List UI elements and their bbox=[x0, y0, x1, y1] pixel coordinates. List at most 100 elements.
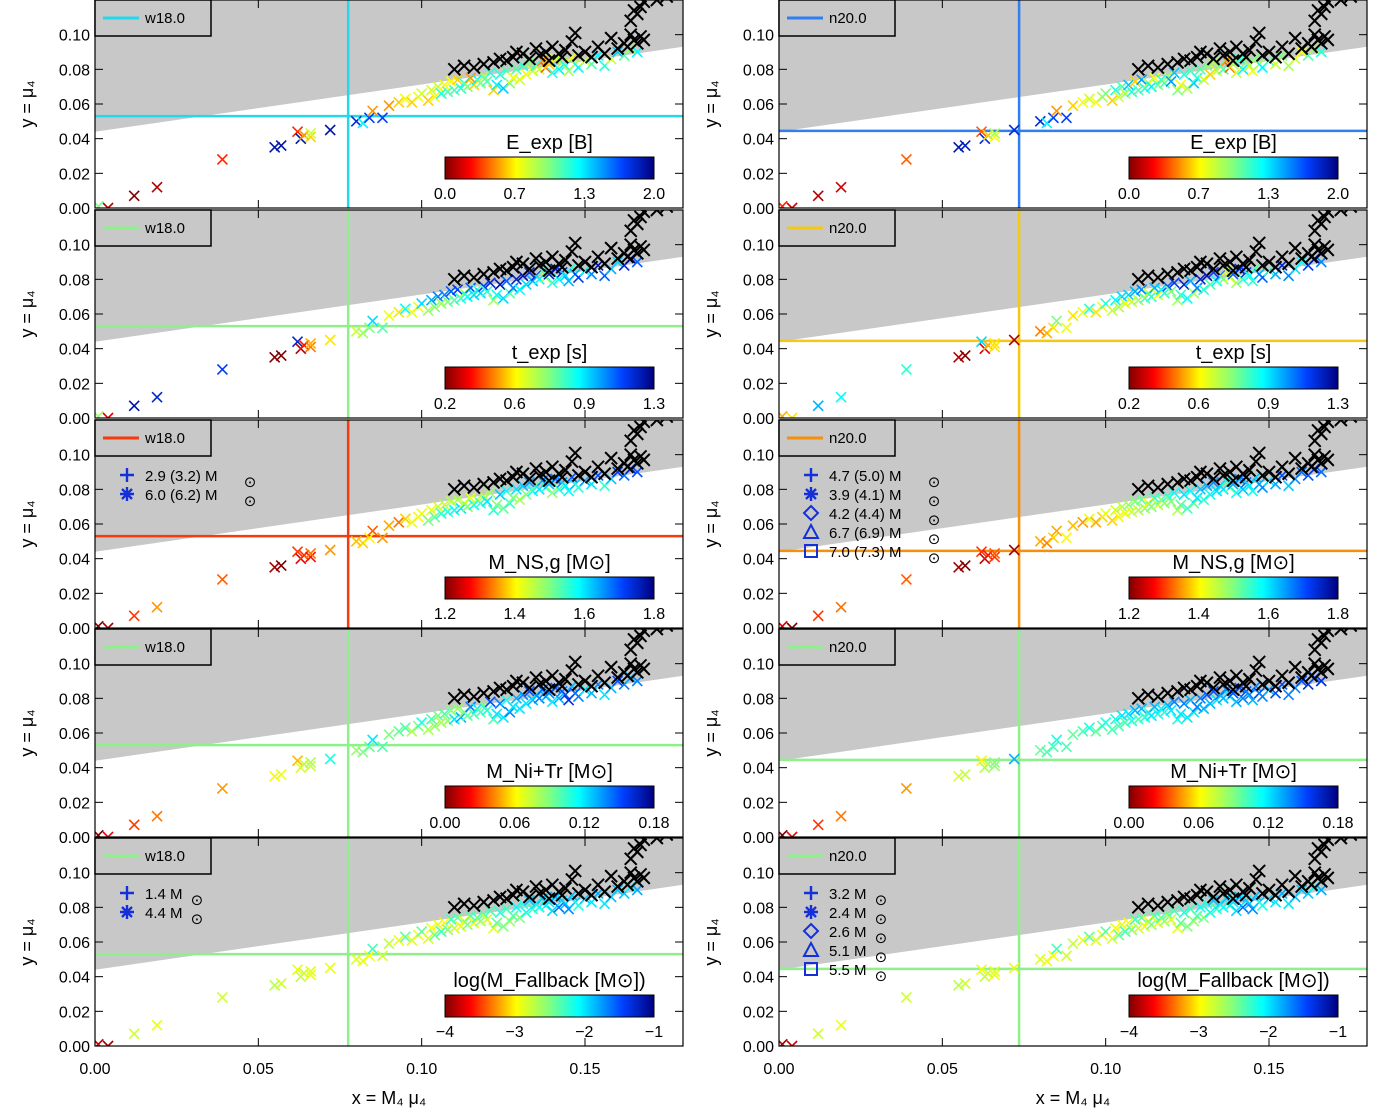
y-tick-label: 0.08 bbox=[743, 900, 774, 917]
data-point bbox=[468, 79, 480, 91]
data-point bbox=[468, 499, 480, 511]
data-point bbox=[975, 336, 988, 348]
data-point bbox=[1106, 723, 1118, 736]
data-point bbox=[298, 758, 310, 770]
colorbar-tick-label: 0.6 bbox=[1188, 396, 1210, 413]
data-point bbox=[1139, 292, 1151, 304]
data-point bbox=[989, 965, 1001, 978]
non-exploding-point bbox=[1216, 468, 1230, 483]
colorbar-tick-label: 1.2 bbox=[1118, 606, 1140, 623]
data-point bbox=[494, 906, 506, 919]
data-point bbox=[324, 962, 336, 974]
data-point bbox=[465, 910, 477, 922]
colorbar-tick-label: 0.06 bbox=[499, 815, 530, 832]
y-tick-label: 0.06 bbox=[59, 97, 90, 114]
data-point bbox=[779, 829, 788, 837]
data-point bbox=[367, 943, 379, 955]
data-point bbox=[452, 74, 464, 86]
non-exploding-point bbox=[1249, 244, 1263, 259]
data-point bbox=[1315, 46, 1327, 58]
non-exploding-point bbox=[1226, 53, 1240, 68]
triangle-marker-icon bbox=[802, 940, 820, 957]
data-point bbox=[435, 88, 447, 100]
data-point bbox=[350, 325, 362, 337]
data-point bbox=[1276, 887, 1288, 900]
non-exploding-point bbox=[650, 0, 664, 7]
data-point bbox=[406, 725, 418, 737]
data-point bbox=[1230, 905, 1242, 917]
data-point bbox=[95, 200, 104, 208]
data-point bbox=[1051, 105, 1063, 117]
data-point bbox=[1315, 466, 1327, 478]
data-point bbox=[216, 991, 228, 1004]
data-point bbox=[989, 760, 1001, 772]
data-point bbox=[435, 717, 447, 729]
data-point bbox=[504, 287, 516, 299]
data-point bbox=[1175, 708, 1187, 720]
data-point bbox=[527, 485, 539, 497]
non-exploding-point bbox=[558, 253, 573, 267]
non-exploding-point bbox=[650, 838, 664, 845]
data-point bbox=[406, 934, 418, 946]
data-point bbox=[324, 124, 336, 136]
data-point bbox=[1145, 501, 1157, 513]
data-point bbox=[959, 140, 971, 152]
marker-note: 1.4 M bbox=[145, 886, 183, 903]
data-point bbox=[383, 729, 395, 741]
non-exploding-point bbox=[637, 33, 651, 47]
non-exploding-point bbox=[1151, 898, 1165, 913]
data-point bbox=[491, 499, 503, 511]
sun-symbol-icon: ⊙ bbox=[928, 550, 941, 567]
data-point bbox=[1139, 82, 1151, 94]
y-tick-label: 0.08 bbox=[743, 272, 774, 289]
asterisk-marker-icon bbox=[804, 487, 818, 501]
data-point bbox=[1113, 720, 1125, 732]
non-exploding-point bbox=[542, 891, 556, 906]
non-exploding-point bbox=[637, 0, 651, 9]
data-point bbox=[1067, 100, 1079, 112]
colorbar-tick-label: −2 bbox=[1259, 1024, 1277, 1041]
data-point bbox=[484, 696, 496, 708]
data-point bbox=[481, 913, 493, 926]
data-point bbox=[1296, 884, 1308, 896]
non-exploding-point bbox=[597, 47, 612, 61]
non-exploding-point bbox=[522, 681, 537, 695]
y-tick-label: 0.08 bbox=[59, 62, 90, 79]
plus-marker-icon bbox=[804, 886, 818, 900]
non-exploding-point bbox=[1242, 43, 1257, 57]
diamond-marker-icon bbox=[802, 504, 820, 522]
data-point bbox=[435, 508, 447, 520]
square-marker-icon bbox=[804, 962, 818, 976]
y-tick-label: 0.04 bbox=[743, 761, 774, 778]
data-point bbox=[1171, 504, 1184, 516]
data-point bbox=[514, 494, 526, 506]
data-point bbox=[900, 153, 912, 166]
y-tick-label: 0.04 bbox=[59, 970, 90, 987]
marker-note: 5.5 M bbox=[829, 962, 867, 979]
data-point bbox=[465, 282, 477, 294]
data-point bbox=[383, 938, 395, 950]
data-point bbox=[445, 75, 457, 88]
data-point bbox=[982, 549, 994, 561]
y-tick-label: 0.02 bbox=[743, 376, 774, 393]
non-exploding-point bbox=[1314, 665, 1328, 680]
data-point bbox=[305, 756, 317, 769]
non-exploding-point bbox=[1268, 50, 1283, 64]
data-point bbox=[1051, 943, 1063, 955]
data-point bbox=[425, 713, 438, 725]
data-point bbox=[442, 506, 454, 518]
data-point bbox=[298, 339, 310, 351]
data-point bbox=[546, 487, 558, 499]
non-exploding-point bbox=[1321, 453, 1335, 467]
data-point bbox=[445, 704, 457, 717]
data-point bbox=[786, 412, 798, 418]
colorbar-tick-label: −2 bbox=[575, 1024, 593, 1041]
data-point bbox=[269, 979, 281, 991]
data-point bbox=[1041, 327, 1053, 339]
non-exploding-point bbox=[1255, 468, 1270, 483]
data-point bbox=[399, 513, 411, 525]
non-exploding-point bbox=[637, 629, 651, 638]
non-exploding-point bbox=[630, 874, 644, 889]
colorbar-tick-label: −1 bbox=[645, 1024, 663, 1041]
data-point bbox=[504, 77, 516, 89]
